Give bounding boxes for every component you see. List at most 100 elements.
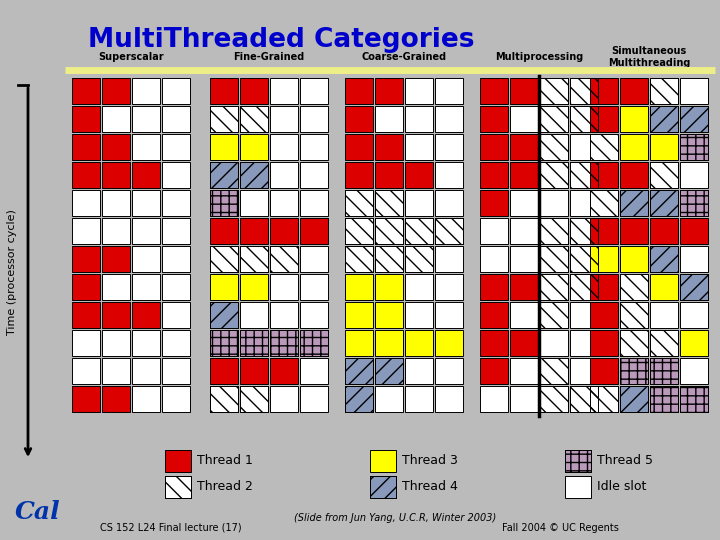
Bar [590,358,618,384]
Bar [620,386,648,412]
Bar [405,246,433,272]
Bar [650,190,678,216]
Bar [240,246,268,272]
Bar [590,330,618,356]
Bar [590,190,618,216]
Bar [345,246,373,272]
Bar [650,358,678,384]
Bar [680,106,708,132]
Bar [345,106,373,132]
Bar [72,190,100,216]
Bar [680,302,708,328]
Bar [165,476,191,498]
Text: CS 152 L24 Final lecture (17): CS 152 L24 Final lecture (17) [100,523,242,533]
Bar [435,274,463,300]
Bar [650,330,678,356]
Bar [375,358,403,384]
Bar [240,330,268,356]
Bar [650,274,678,300]
Bar [540,274,568,300]
Text: Thread 4: Thread 4 [402,481,458,494]
Bar [540,162,568,188]
Bar [405,218,433,244]
Bar [540,302,568,328]
Bar [510,78,538,104]
Bar [375,386,403,412]
Bar [480,330,508,356]
Bar [510,134,538,160]
Bar [270,358,298,384]
Bar [210,190,238,216]
Bar [300,330,328,356]
Bar [620,78,648,104]
Bar [590,134,618,160]
Bar [435,134,463,160]
Bar [162,134,190,160]
Bar [102,246,130,272]
Bar [162,190,190,216]
Bar [570,78,598,104]
Bar [405,218,433,244]
Bar [132,358,160,384]
Bar [375,246,403,272]
Bar [240,218,268,244]
Bar [270,134,298,160]
Bar [300,134,328,160]
Bar [570,218,598,244]
Bar [540,134,568,160]
Bar [162,274,190,300]
Bar [680,386,708,412]
Bar [540,358,568,384]
Bar [270,162,298,188]
Bar [72,330,100,356]
Bar [102,274,130,300]
Bar [435,330,463,356]
Bar [375,274,403,300]
Bar [300,274,328,300]
Bar [480,106,508,132]
Bar [370,476,396,498]
Text: Multiprocessing: Multiprocessing [495,52,583,62]
Bar [240,162,268,188]
Bar [570,330,598,356]
Bar [300,302,328,328]
Bar [210,386,238,412]
Bar [300,162,328,188]
Bar [650,302,678,328]
Bar [540,246,568,272]
Bar [480,190,508,216]
Bar [590,162,618,188]
Bar [540,78,568,104]
Bar [510,358,538,384]
Bar [162,106,190,132]
Bar [510,218,538,244]
Bar [72,358,100,384]
Bar [132,330,160,356]
Bar [620,358,648,384]
Bar [570,106,598,132]
Bar [570,246,598,272]
Bar [570,190,598,216]
Bar [480,78,508,104]
Bar [620,358,648,384]
Bar [435,246,463,272]
Bar [370,476,396,498]
Bar [650,386,678,412]
Bar [210,330,238,356]
Bar [680,190,708,216]
Text: Multithreading: Multithreading [608,58,690,68]
Bar [240,134,268,160]
Bar [590,78,618,104]
Bar [102,330,130,356]
Bar [102,106,130,132]
Bar [270,246,298,272]
Text: Thread 1: Thread 1 [197,455,253,468]
Bar [570,386,598,412]
Bar [680,246,708,272]
Bar [540,358,568,384]
Bar [650,358,678,384]
Bar [590,190,618,216]
Bar [102,190,130,216]
Text: Time (processor cycle): Time (processor cycle) [7,209,17,335]
Bar [620,218,648,244]
